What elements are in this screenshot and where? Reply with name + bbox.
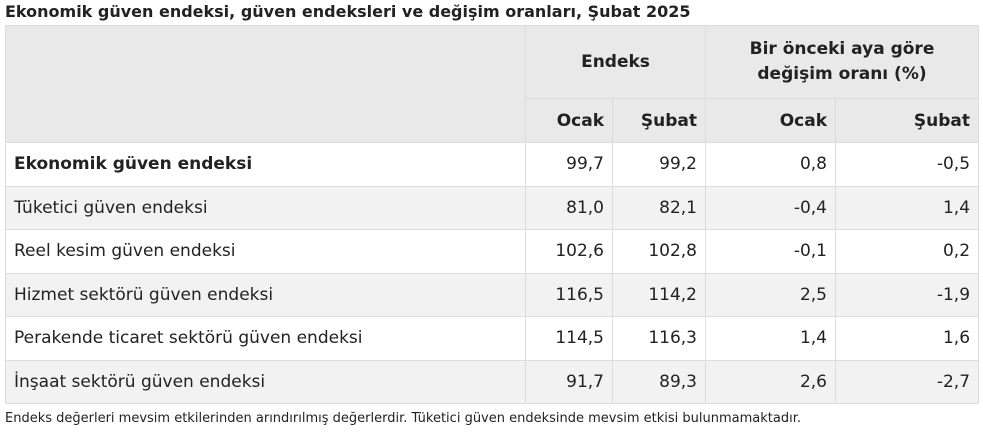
column-header: Şubat (834, 98, 980, 143)
value-cell: 2,5 (705, 272, 836, 317)
table-row: Perakende ticaret sektörü güven endeksi 1… (5, 316, 980, 361)
table-row: Ekonomik güven endeksi 99,7 99,2 0,8 -0,5 (5, 142, 980, 187)
value-cell: 89,3 (612, 359, 706, 404)
value-cell: 114,5 (525, 316, 613, 361)
table-row: İnşaat sektörü güven endeksi 91,7 89,3 2,6-… (5, 359, 980, 404)
table-title: Ekonomik güven endeksi, güven endeksleri… (5, 2, 691, 21)
column-header: Şubat (612, 98, 706, 143)
header-blank (5, 25, 526, 143)
value-cell: 81,0 (525, 185, 613, 230)
header-group: Bir önceki aya göre değişim oranı (%) (704, 25, 980, 99)
table-row: Hizmet sektörü güven endeksi 116,5 114,2 2,… (5, 272, 980, 317)
footnote: Endeks değerleri mevsim etkilerinden arı… (5, 411, 802, 426)
header-group: Endeks (525, 25, 706, 99)
value-cell: 1,4 (834, 185, 980, 230)
row-label: Ekonomik güven endeksi (5, 142, 526, 187)
row-label: Tüketici güven endeksi (5, 185, 526, 230)
value-cell: 1,6 (834, 316, 980, 361)
value-cell: 116,5 (525, 272, 613, 317)
value-cell: -0,5 (834, 142, 980, 187)
value-cell: 0,2 (834, 229, 980, 274)
row-label: Hizmet sektörü güven endeksi (5, 272, 526, 317)
value-cell: 1,4 (705, 316, 836, 361)
table-body: Ekonomik güven endeksi 99,7 99,2 0,8 -0,5 Tük… (5, 142, 980, 404)
value-cell: -2,7 (834, 359, 980, 404)
value-cell: 114,2 (612, 272, 706, 317)
data-table: Endeks Bir önceki aya göre değişim oranı… (5, 25, 980, 404)
value-cell: 91,7 (525, 359, 613, 404)
row-label: İnşaat sektörü güven endeksi (5, 359, 526, 404)
value-cell: 116,3 (612, 316, 706, 361)
value-cell: 102,8 (612, 229, 706, 274)
table-row: Reel kesim güven endeksi 102,6 102,8 -0,1 0,… (5, 229, 980, 274)
value-cell: 0,8 (705, 142, 836, 187)
value-cell: 82,1 (612, 185, 706, 230)
value-cell: 2,6 (705, 359, 836, 404)
value-cell: -0,4 (705, 185, 836, 230)
column-header: Ocak (705, 98, 836, 143)
table-row: Tüketici güven endeksi 81,0 82,1 -0,4 1,4 (5, 185, 980, 230)
value-cell: 102,6 (525, 229, 613, 274)
value-cell: 99,2 (612, 142, 706, 187)
value-cell: 99,7 (525, 142, 613, 187)
table-header: Endeks Bir önceki aya göre değişim oranı… (5, 25, 980, 143)
row-label: Perakende ticaret sektörü güven endeksi (5, 316, 526, 361)
value-cell: -0,1 (705, 229, 836, 274)
column-header: Ocak (525, 98, 613, 143)
row-label: Reel kesim güven endeksi (5, 229, 526, 274)
value-cell: -1,9 (834, 272, 980, 317)
